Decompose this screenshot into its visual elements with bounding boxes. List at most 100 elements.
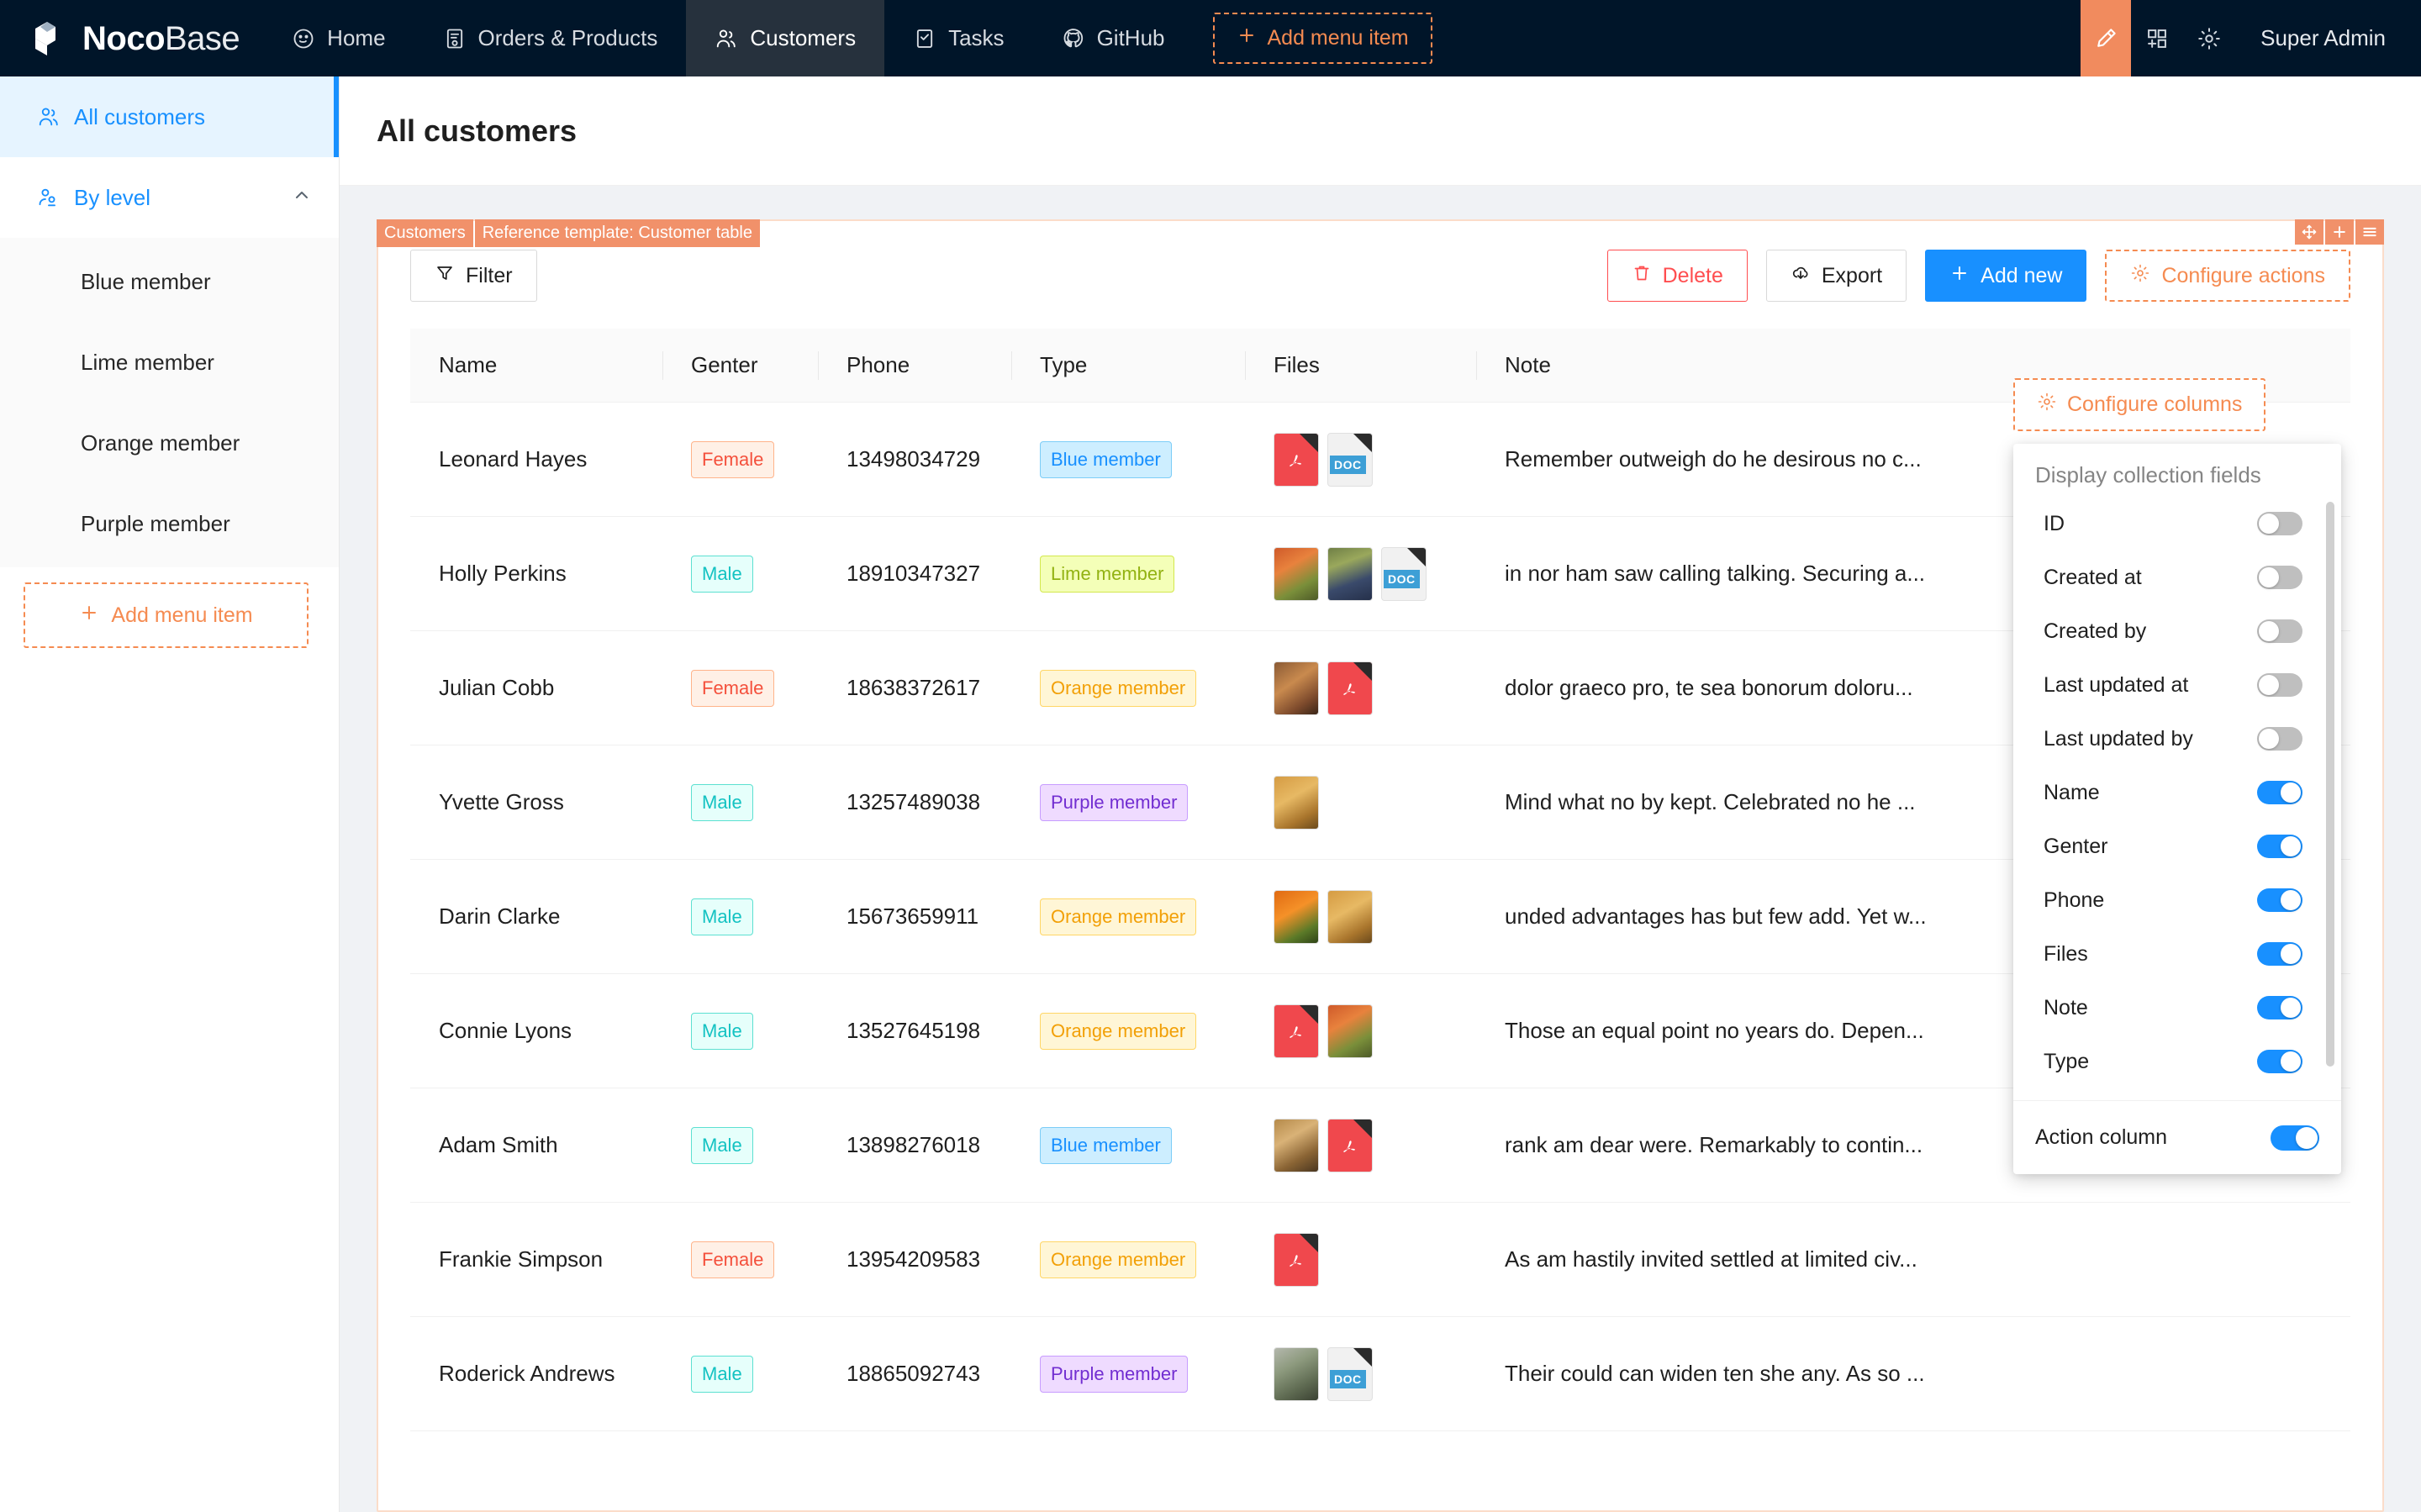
file-thumbnail-pdf[interactable] xyxy=(1327,661,1373,715)
column-header-phone[interactable]: Phone xyxy=(818,329,1011,403)
file-thumbnail-pdf[interactable] xyxy=(1274,1232,1319,1287)
file-thumbnail-image[interactable] xyxy=(1327,546,1373,601)
nav-item-tasks-label: Tasks xyxy=(948,25,1005,50)
dropdown-field-toggle[interactable] xyxy=(2257,727,2302,751)
type-tag: Blue member xyxy=(1040,440,1172,478)
sidebar-item-orange-member[interactable]: Orange member xyxy=(0,403,339,483)
cell-name: Julian Cobb xyxy=(410,630,662,745)
nav-item-orders-products[interactable]: Orders & Products xyxy=(414,0,687,76)
column-header-name[interactable]: Name xyxy=(410,329,662,403)
dropdown-field-row[interactable]: Name xyxy=(2013,766,2341,819)
dropdown-field-row[interactable]: Created by xyxy=(2013,604,2341,658)
file-thumbnail-image[interactable] xyxy=(1274,661,1319,715)
gear-icon[interactable] xyxy=(2183,0,2235,76)
dropdown-field-toggle[interactable] xyxy=(2257,619,2302,643)
dropdown-field-label: Type xyxy=(2044,1049,2090,1073)
filter-button[interactable]: Filter xyxy=(410,250,537,302)
cell-files: DOC xyxy=(1245,402,1476,517)
dropdown-field-row[interactable]: Phone xyxy=(2013,873,2341,927)
file-thumbnail-pdf[interactable] xyxy=(1274,432,1319,487)
type-tag: Orange member xyxy=(1040,1012,1197,1050)
nav-item-home[interactable]: Home xyxy=(263,0,414,76)
file-thumbnail-doc[interactable]: DOC xyxy=(1381,546,1427,601)
file-thumbnail-image[interactable] xyxy=(1327,1004,1373,1058)
block-tag-reference-template[interactable]: Reference template: Customer table xyxy=(474,219,760,247)
genter-tag: Female xyxy=(691,1241,775,1278)
file-thumbnail-image[interactable] xyxy=(1274,775,1319,830)
table-row[interactable]: Holly Perkins Male 18910347327 Lime member D… xyxy=(410,516,2350,631)
cell-files xyxy=(1245,1202,1476,1317)
table-row[interactable]: Frankie Simpson Female 13954209583 Orange m… xyxy=(410,1202,2350,1317)
column-header-genter[interactable]: Genter xyxy=(662,329,818,403)
dropdown-field-row[interactable]: Type xyxy=(2013,1035,2341,1088)
column-header-files[interactable]: Files xyxy=(1245,329,1476,403)
file-thumbnail-image[interactable] xyxy=(1274,889,1319,944)
cell-type: Purple member xyxy=(1011,745,1245,860)
type-tag: Purple member xyxy=(1040,1355,1189,1393)
dropdown-field-toggle[interactable] xyxy=(2257,673,2302,697)
dropdown-field-toggle[interactable] xyxy=(2257,566,2302,589)
filter-button-label: Filter xyxy=(466,263,513,287)
ui-editor-pen-icon[interactable] xyxy=(2081,0,2132,76)
file-thumbnail-pdf[interactable] xyxy=(1274,1004,1319,1058)
file-thumbnail-list xyxy=(1274,661,1476,715)
block-tag-collection[interactable]: Customers xyxy=(377,219,473,247)
sidebar-item-purple-member[interactable]: Purple member xyxy=(0,483,339,564)
genter-tag: Male xyxy=(691,1126,753,1164)
export-button[interactable]: Export xyxy=(1765,250,1907,302)
nav-item-github[interactable]: GitHub xyxy=(1033,0,1194,76)
menu-icon[interactable] xyxy=(2355,219,2384,245)
dropdown-field-row[interactable]: Created at xyxy=(2013,551,2341,604)
sidebar-item-blue-member[interactable]: Blue member xyxy=(0,241,339,322)
block-designer-tags: Customers Reference template: Customer t… xyxy=(377,219,760,247)
delete-button-label: Delete xyxy=(1662,263,1723,287)
table-row[interactable]: Adam Smith Male 13898276018 Blue member rank… xyxy=(410,1088,2350,1203)
plus-icon[interactable] xyxy=(2325,219,2354,245)
column-header-type[interactable]: Type xyxy=(1011,329,1245,403)
file-thumbnail-image[interactable] xyxy=(1327,889,1373,944)
dropdown-scrollbar[interactable] xyxy=(2326,502,2334,1067)
sidebar-add-menu-item-button[interactable]: Add menu item xyxy=(24,582,309,648)
nav-item-customers[interactable]: Customers xyxy=(686,0,885,76)
dropdown-field-toggle[interactable] xyxy=(2257,888,2302,912)
user-menu[interactable]: Super Admin xyxy=(2235,0,2421,76)
action-column-toggle[interactable] xyxy=(2271,1125,2319,1151)
add-new-button[interactable]: Add new xyxy=(1925,250,2087,302)
cell-type: Blue member xyxy=(1011,402,1245,517)
chevron-up-icon[interactable] xyxy=(292,185,312,210)
brand-logo-area[interactable]: NocoBase xyxy=(0,0,263,76)
dropdown-field-row[interactable]: Note xyxy=(2013,981,2341,1035)
file-thumbnail-image[interactable] xyxy=(1274,1118,1319,1172)
move-icon[interactable] xyxy=(2295,219,2323,245)
file-thumbnail-doc[interactable]: DOC xyxy=(1327,1346,1373,1401)
table-header-row: Name Genter Phone Type Files Note xyxy=(410,329,2350,403)
dropdown-field-toggle[interactable] xyxy=(2257,835,2302,858)
dropdown-action-column-row[interactable]: Action column xyxy=(2013,1100,2341,1174)
dropdown-field-toggle[interactable] xyxy=(2257,512,2302,535)
dropdown-field-row[interactable]: Files xyxy=(2013,927,2341,981)
file-thumbnail-image[interactable] xyxy=(1274,546,1319,601)
add-menu-item-button-top[interactable]: Add menu item xyxy=(1213,13,1432,64)
dropdown-field-toggle[interactable] xyxy=(2257,996,2302,1019)
configure-actions-button[interactable]: Configure actions xyxy=(2105,250,2350,302)
sidebar-item-by-level[interactable]: By level xyxy=(0,157,339,238)
file-thumbnail-doc[interactable]: DOC xyxy=(1327,432,1373,487)
dropdown-field-row[interactable]: Genter xyxy=(2013,819,2341,873)
dropdown-field-row[interactable]: ID xyxy=(2013,497,2341,551)
filter-icon xyxy=(435,263,455,289)
sidebar-item-lime-member[interactable]: Lime member xyxy=(0,322,339,403)
delete-button[interactable]: Delete xyxy=(1606,250,1748,302)
dropdown-field-toggle[interactable] xyxy=(2257,942,2302,966)
action-column-label: Action column xyxy=(2035,1125,2168,1149)
dropdown-field-toggle[interactable] xyxy=(2257,781,2302,804)
sidebar-item-all-customers[interactable]: All customers xyxy=(0,76,339,157)
dropdown-field-row[interactable]: Last updated by xyxy=(2013,712,2341,766)
file-thumbnail-pdf[interactable] xyxy=(1327,1118,1373,1172)
dropdown-field-row[interactable]: Last updated at xyxy=(2013,658,2341,712)
configure-columns-button[interactable]: Configure columns xyxy=(2013,378,2266,431)
dropdown-field-toggle[interactable] xyxy=(2257,1050,2302,1073)
table-row[interactable]: Roderick Andrews Male 18865092743 Purple me… xyxy=(410,1316,2350,1431)
plugin-grid-icon[interactable] xyxy=(2131,0,2183,76)
nav-item-tasks[interactable]: Tasks xyxy=(884,0,1032,76)
file-thumbnail-image[interactable] xyxy=(1274,1346,1319,1401)
